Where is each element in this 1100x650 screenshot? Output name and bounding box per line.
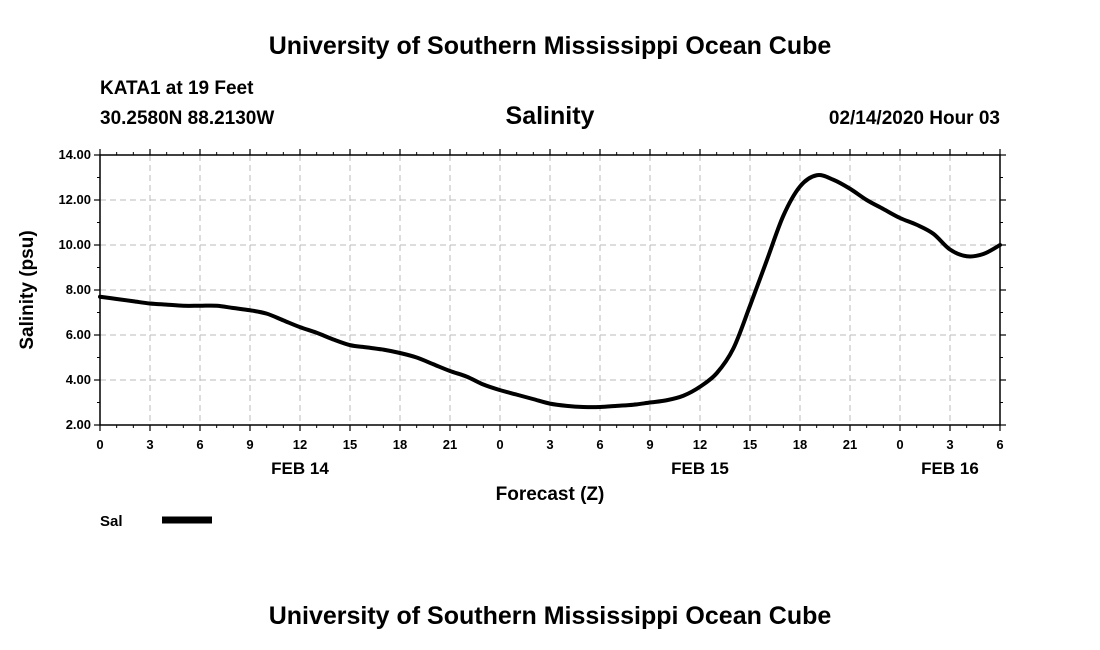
date-labels: FEB 14 FEB 15 FEB 16 xyxy=(271,459,979,478)
x-tick-label: 3 xyxy=(946,437,953,452)
x-tick-label: 15 xyxy=(743,437,757,452)
y-tick-label: 8.00 xyxy=(66,282,91,297)
x-tick-labels: 0 3 6 9 12 15 18 21 0 3 6 9 12 15 18 21 0 3 6 xyxy=(96,437,1003,452)
x-tick-label: 0 xyxy=(96,437,103,452)
legend-label-sal: Sal xyxy=(100,513,123,530)
x-tick-label: 6 xyxy=(996,437,1003,452)
x-tick-label: 0 xyxy=(496,437,503,452)
grid-lines xyxy=(100,155,1000,425)
date-label: FEB 14 xyxy=(271,459,329,478)
variable-title: Salinity xyxy=(506,102,595,130)
x-tick-label: 12 xyxy=(293,437,307,452)
datetime-label: 02/14/2020 Hour 03 xyxy=(829,108,1000,129)
station-label: KATA1 at 19 Feet xyxy=(100,78,254,99)
y-tick-label: 4.00 xyxy=(66,372,91,387)
date-label: FEB 16 xyxy=(921,459,979,478)
x-tick-label: 6 xyxy=(596,437,603,452)
x-tick-label: 21 xyxy=(843,437,857,452)
series-line-sal xyxy=(98,173,1002,410)
x-tick-label: 3 xyxy=(146,437,153,452)
x-tick-label: 18 xyxy=(393,437,407,452)
y-tick-label: 14.00 xyxy=(58,147,91,162)
chart-title-bottom: University of Southern Mississippi Ocean… xyxy=(269,602,832,630)
y-axis-title: Salinity (psu) xyxy=(17,230,38,349)
chart-title-top: University of Southern Mississippi Ocean… xyxy=(269,32,832,60)
x-tick-label: 21 xyxy=(443,437,457,452)
y-tick-label: 6.00 xyxy=(66,327,91,342)
coords-label: 30.2580N 88.2130W xyxy=(100,108,274,129)
y-tick-label: 12.00 xyxy=(58,192,91,207)
y-tick-label: 2.00 xyxy=(66,417,91,432)
x-tick-label: 9 xyxy=(646,437,653,452)
date-label: FEB 15 xyxy=(671,459,729,478)
x-tick-label: 12 xyxy=(693,437,707,452)
x-tick-label: 6 xyxy=(196,437,203,452)
x-tick-label: 18 xyxy=(793,437,807,452)
x-tick-label: 15 xyxy=(343,437,357,452)
x-axis-title: Forecast (Z) xyxy=(496,484,605,505)
x-tick-label: 3 xyxy=(546,437,553,452)
x-tick-label: 9 xyxy=(246,437,253,452)
x-tick-label: 0 xyxy=(896,437,903,452)
y-tick-label: 10.00 xyxy=(58,237,91,252)
plot-frame xyxy=(99,154,1001,426)
y-tick-labels: 2.00 4.00 6.00 8.00 10.00 12.00 14.00 xyxy=(58,147,91,432)
